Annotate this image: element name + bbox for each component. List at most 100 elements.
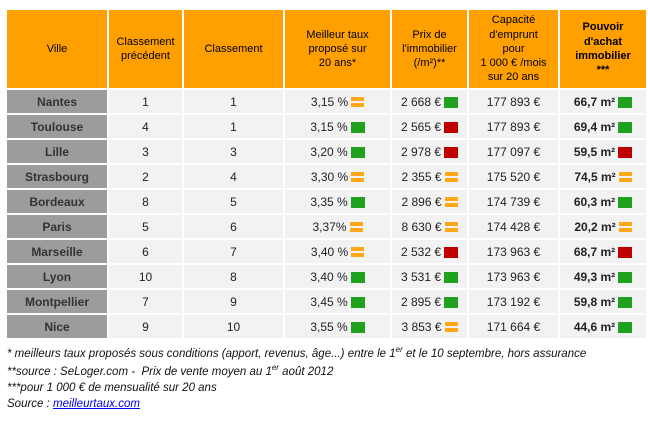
column-header: Prix de l'immobilier (/m²)**	[392, 10, 467, 88]
power-cell: 59,8 m²	[560, 290, 646, 313]
cell-value: 3,30 %	[310, 169, 349, 184]
price-cell: 2 355 €	[392, 165, 467, 188]
capacity-cell: 177 893 €	[469, 90, 558, 113]
cell-value: 2 565 €	[400, 119, 442, 134]
rate-cell: 3,15 %	[285, 90, 390, 113]
cell-value: 2 355 €	[401, 169, 442, 184]
trend-up-icon	[618, 196, 633, 208]
city-cell: Toulouse	[7, 115, 107, 138]
cell-value: 59,8 m²	[573, 294, 616, 309]
table-row: Toulouse 4 1 3,15 % 2 565 € 177 893 € 69,4 m²	[7, 115, 646, 138]
source-label: Source :	[7, 398, 54, 411]
cell-value: 2 668 €	[400, 94, 442, 109]
power-cell: 68,7 m²	[560, 240, 646, 263]
trend-up-icon	[618, 96, 633, 108]
city-cell: Nice	[7, 315, 107, 338]
rate-cell: 3,55 %	[285, 315, 390, 338]
trend-down-icon	[350, 121, 365, 133]
source-link[interactable]: meilleurtaux.com	[53, 398, 140, 411]
power-cell: 44,6 m²	[560, 315, 646, 338]
city-cell: Paris	[7, 215, 107, 238]
trend-down-icon	[444, 271, 459, 283]
trend-equal-icon	[351, 97, 365, 108]
trend-equal-icon	[618, 222, 632, 233]
previous-rank-cell: 5	[109, 215, 182, 238]
rank-cell: 7	[184, 240, 283, 263]
price-cell: 2 896 €	[392, 190, 467, 213]
column-header: Classement	[184, 10, 283, 88]
table-row: Paris 5 6 3,37% 8 630 € 174 428 € 20,2 m²	[7, 215, 646, 238]
page: Ville Classement précédent Classement Meill…	[5, 10, 648, 412]
cell-value: 20,2 m²	[574, 219, 616, 234]
capacity-cell: 175 520 €	[469, 165, 558, 188]
capacity-cell: 177 097 €	[469, 140, 558, 163]
trend-equal-icon	[444, 197, 458, 208]
price-cell: 3 531 €	[392, 265, 467, 288]
table-row: Lyon 10 8 3,40 % 3 531 € 173 963 € 49,3 m²	[7, 265, 646, 288]
price-cell: 8 630 €	[392, 215, 467, 238]
superscript-er-2: er	[271, 363, 279, 372]
capacity-cell: 173 192 €	[469, 290, 558, 313]
previous-rank-cell: 10	[109, 265, 182, 288]
trend-up-icon	[618, 271, 633, 283]
city-cell: Lyon	[7, 265, 107, 288]
power-cell: 74,5 m²	[560, 165, 646, 188]
trend-down-icon	[350, 196, 365, 208]
trend-down-icon	[350, 271, 365, 283]
cell-value: 8 630 €	[401, 219, 442, 234]
column-header: Ville	[7, 10, 107, 88]
city-cell: Nantes	[7, 90, 107, 113]
rank-cell: 3	[184, 140, 283, 163]
previous-rank-cell: 6	[109, 240, 182, 263]
price-cell: 2 668 €	[392, 90, 467, 113]
table-row: Bordeaux 8 5 3,35 % 2 896 € 174 739 € 60,3 m²	[7, 190, 646, 213]
capacity-cell: 173 963 €	[469, 265, 558, 288]
power-cell: 20,2 m²	[560, 215, 646, 238]
price-cell: 3 853 €	[392, 315, 467, 338]
rate-cell: 3,40 %	[285, 240, 390, 263]
footnote-price-source: **source : SeLoger.com - Prix de vente m…	[7, 363, 648, 380]
trend-down-icon	[618, 246, 633, 258]
trend-down-icon	[350, 296, 365, 308]
cell-value: 2 895 €	[400, 294, 442, 309]
cell-value: 3,15 %	[310, 119, 348, 134]
rank-cell: 5	[184, 190, 283, 213]
rate-cell: 3,30 %	[285, 165, 390, 188]
trend-up-icon	[444, 121, 459, 133]
trend-down-icon	[618, 146, 633, 158]
trend-up-icon	[444, 246, 459, 258]
trend-equal-icon	[349, 222, 363, 233]
price-cell: 2 565 €	[392, 115, 467, 138]
previous-rank-cell: 7	[109, 290, 182, 313]
cell-value: 68,7 m²	[573, 244, 616, 259]
cell-value: 69,4 m²	[573, 119, 616, 134]
trend-up-icon	[618, 121, 633, 133]
rank-cell: 9	[184, 290, 283, 313]
table-body: Nantes 1 1 3,15 % 2 668 €177 893 €66,7 m² Tou…	[7, 90, 646, 338]
rank-cell: 6	[184, 215, 283, 238]
power-cell: 66,7 m²	[560, 90, 646, 113]
table-row: Marseille 6 7 3,40 % 2 532 € 173 963 € 68,7 m²	[7, 240, 646, 263]
footnotes: * meilleurs taux proposés sous condition…	[5, 345, 648, 412]
rate-cell: 3,40 %	[285, 265, 390, 288]
rate-cell: 3,37%	[285, 215, 390, 238]
rate-cell: 3,20 %	[285, 140, 390, 163]
cell-value: 3 531 €	[400, 269, 442, 284]
power-cell: 69,4 m²	[560, 115, 646, 138]
table-row: Nice 9 10 3,55 % 3 853 € 171 664 € 44,6 m²	[7, 315, 646, 338]
cell-value: 2 896 €	[401, 194, 442, 209]
rank-cell: 8	[184, 265, 283, 288]
trend-equal-icon	[351, 247, 365, 258]
header-row: Ville Classement précédent Classement Meill…	[7, 10, 646, 88]
cell-value: 2 978 €	[400, 144, 442, 159]
footnote-price-text: **source : SeLoger.com - Prix de vente m…	[7, 365, 272, 378]
footnote-rate: * meilleurs taux proposés sous condition…	[7, 345, 648, 362]
cell-value: 66,7 m²	[573, 94, 616, 109]
capacity-cell: 174 739 €	[469, 190, 558, 213]
cell-value: 59,5 m²	[573, 144, 616, 159]
rank-cell: 10	[184, 315, 283, 338]
cell-value: 3,37%	[312, 219, 347, 234]
capacity-cell: 177 893 €	[469, 115, 558, 138]
trend-down-icon	[350, 321, 365, 333]
table-row: Strasbourg 2 4 3,30 % 2 355 € 175 520 € 74,5 m…	[7, 165, 646, 188]
